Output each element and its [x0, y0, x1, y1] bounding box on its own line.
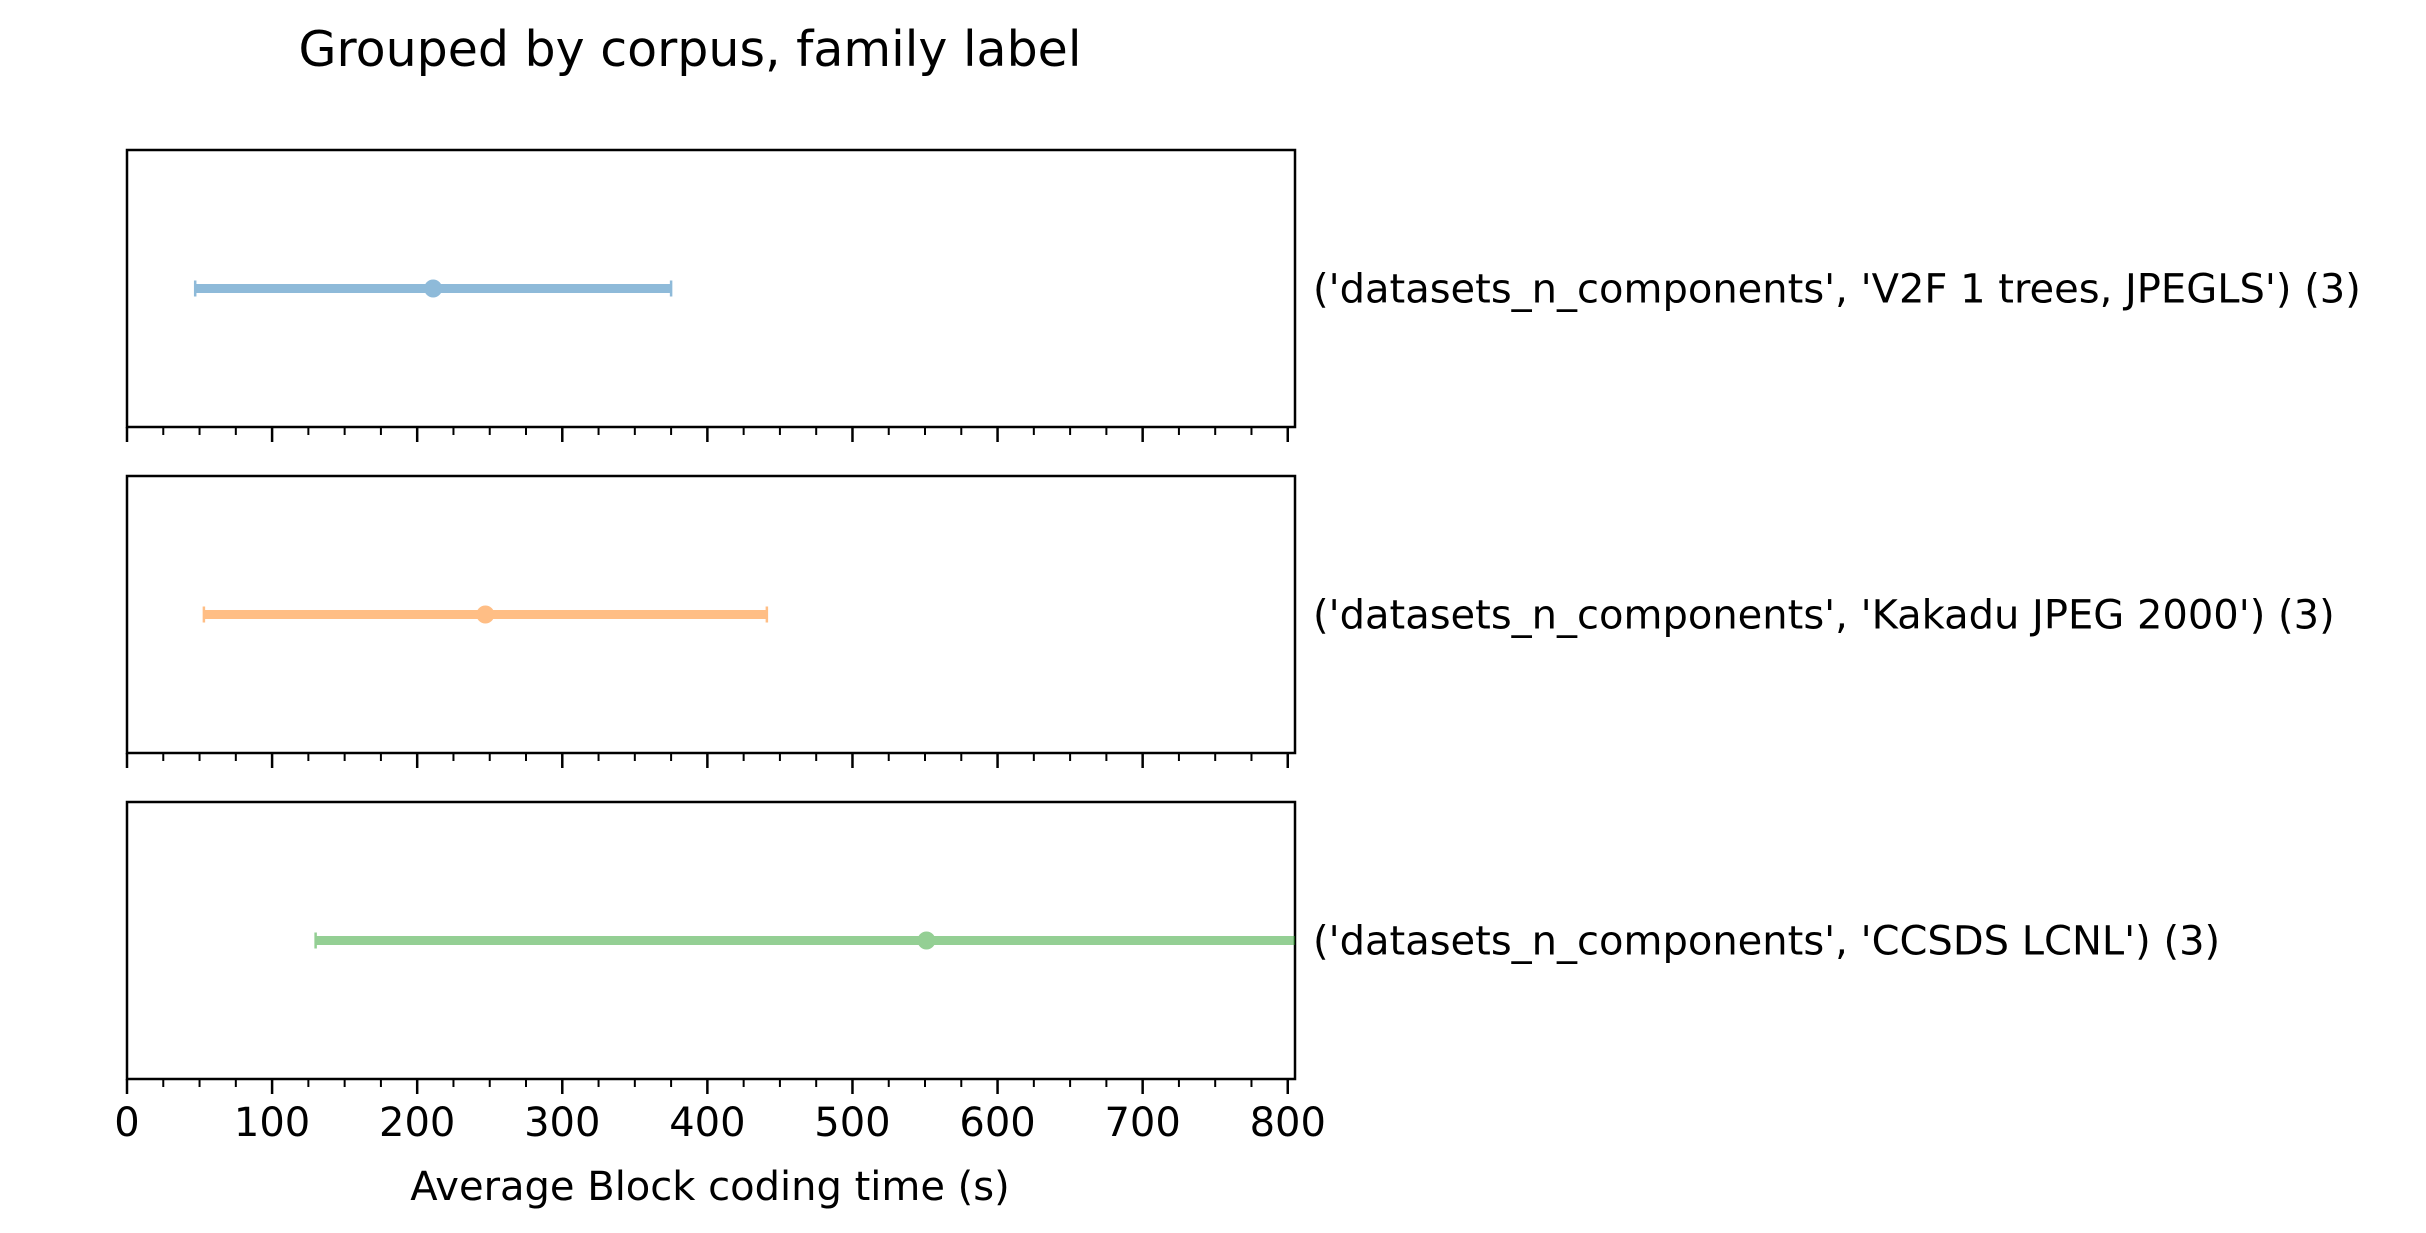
- x-tick-label: 800: [1250, 1100, 1326, 1146]
- x-tick-label: 100: [234, 1100, 310, 1146]
- panel-frame: [125, 148, 1297, 429]
- x-tick-label: 0: [114, 1100, 139, 1146]
- x-tick-label: 600: [959, 1100, 1035, 1146]
- x-tick-label: 500: [814, 1100, 890, 1146]
- x-tick-label: 300: [524, 1100, 600, 1146]
- mean-point: [424, 279, 443, 298]
- chart-panels: ('datasets_n_components', 'V2F 1 trees, …: [114, 148, 2361, 1146]
- panel-label: ('datasets_n_components', 'CCSDS LCNL') …: [1313, 919, 2220, 965]
- panel-1: ('datasets_n_components', 'V2F 1 trees, …: [125, 148, 2361, 442]
- mean-point: [917, 931, 936, 950]
- x-tick-label: 400: [669, 1100, 745, 1146]
- errorbar-group: [202, 605, 769, 624]
- errorbar-group: [314, 931, 1295, 950]
- chart-title: Grouped by corpus, family label: [299, 21, 1082, 78]
- panel-frame: [125, 474, 1297, 755]
- x-tick-label: 200: [379, 1100, 455, 1146]
- panel-label: ('datasets_n_components', 'V2F 1 trees, …: [1313, 267, 2361, 313]
- mean-point: [476, 605, 495, 624]
- x-axis-label: Average Block coding time (s): [410, 1164, 1009, 1210]
- errorbar-group: [193, 279, 673, 298]
- panel-label: ('datasets_n_components', 'Kakadu JPEG 2…: [1313, 593, 2335, 639]
- panel-3: ('datasets_n_components', 'CCSDS LCNL') …: [114, 800, 2220, 1146]
- x-tick-label: 700: [1104, 1100, 1180, 1146]
- panel-2: ('datasets_n_components', 'Kakadu JPEG 2…: [125, 474, 2335, 768]
